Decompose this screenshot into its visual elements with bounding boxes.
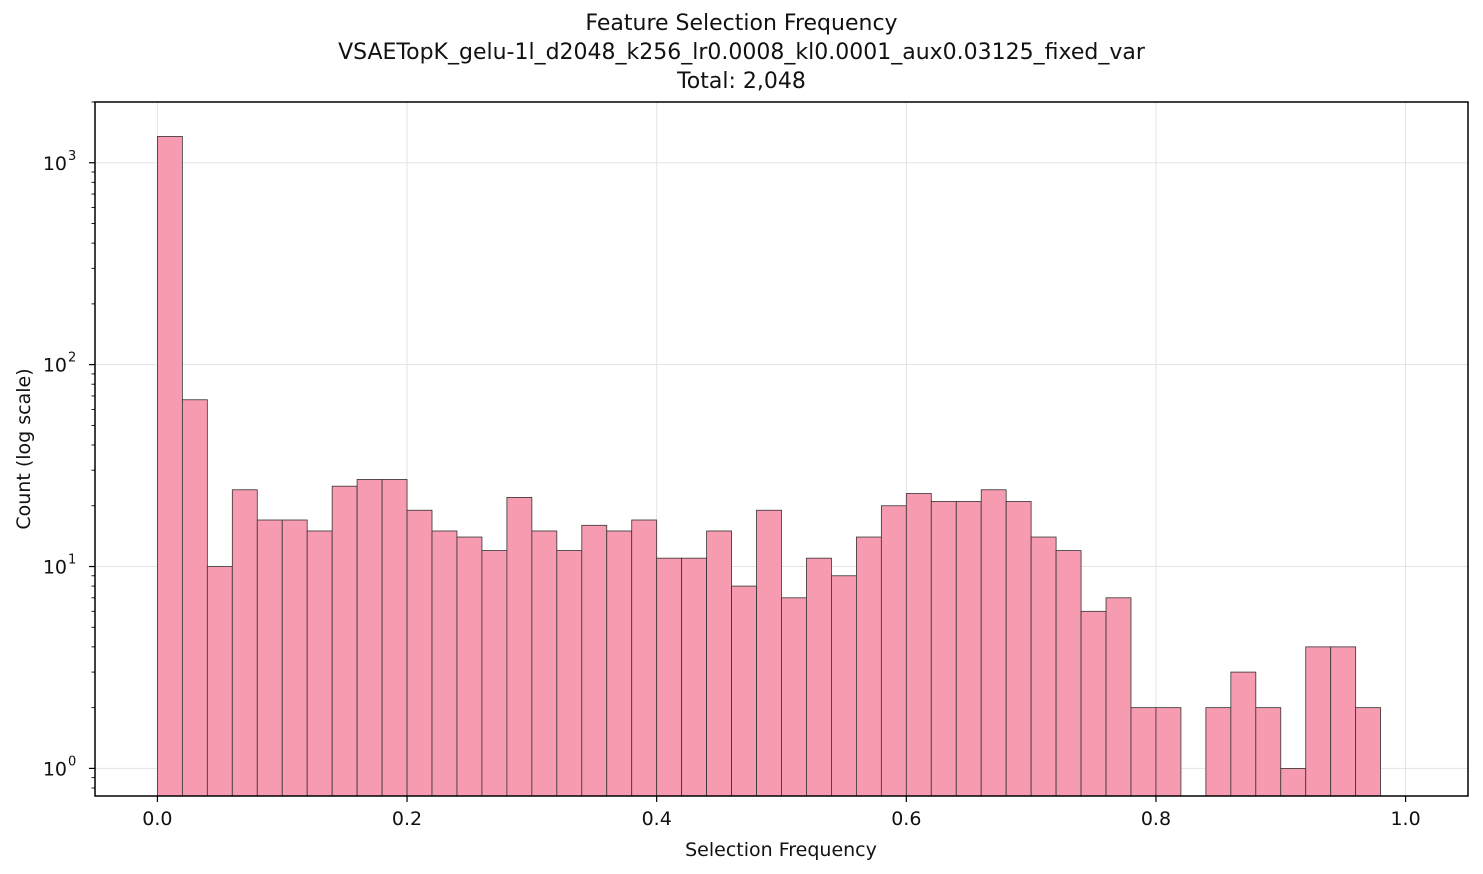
x-axis: 0.0 0.2 0.4 0.6 0.8 1.0 (142, 796, 1421, 830)
y-tick-exponent: 3 (68, 149, 76, 164)
histogram-bar (1205, 707, 1232, 797)
histogram-bar (256, 519, 283, 797)
histogram-bar (606, 530, 633, 797)
histogram-bar (306, 530, 333, 797)
histogram-bar (456, 536, 483, 797)
histogram-bar (431, 530, 458, 797)
chart-total: Total: 2,048 (677, 69, 806, 94)
histogram-bar (206, 566, 233, 797)
histogram-bar (1005, 501, 1032, 797)
bars (157, 136, 1382, 797)
chart-subtitle: VSAETopK_gelu-1l_d2048_k256_lr0.0008_kl0… (338, 40, 1145, 65)
histogram-bar (656, 557, 683, 797)
histogram-bar (506, 497, 533, 797)
histogram-bar (556, 550, 583, 797)
histogram-bar (781, 597, 807, 797)
histogram-bar (181, 399, 208, 797)
y-tick-exponent: 1 (68, 553, 76, 568)
histogram-bar (706, 530, 732, 797)
histogram-bar (681, 557, 708, 797)
histogram-bar (905, 493, 932, 797)
histogram-bar (581, 524, 608, 797)
histogram-bar (406, 509, 433, 797)
histogram-bar (855, 536, 882, 797)
histogram-bar (1355, 707, 1382, 797)
y-tick-label: 10 (43, 758, 67, 780)
y-axis-label: Count (log scale) (13, 368, 35, 529)
histogram-bar (806, 557, 832, 797)
histogram-bar (980, 489, 1007, 797)
chart-title: Feature Selection Frequency (585, 11, 898, 36)
histogram-bar (631, 519, 658, 797)
histogram-bar (831, 575, 857, 797)
x-tick-label: 0.2 (392, 808, 422, 830)
histogram-bar (930, 501, 957, 797)
histogram-bar (731, 585, 757, 797)
histogram-bar (1330, 646, 1357, 797)
histogram-bar (1105, 597, 1132, 797)
histogram-bar (1230, 671, 1257, 797)
y-tick-exponent: 2 (68, 351, 76, 366)
x-tick-label: 0.8 (1141, 808, 1171, 830)
y-tick-label: 10 (43, 153, 67, 175)
y-tick-label: 10 (43, 557, 67, 579)
plot-frame (94, 101, 1469, 797)
histogram-bar (756, 509, 782, 797)
y-tick-label: 10 (43, 355, 67, 377)
histogram-bar (531, 530, 558, 797)
histogram-bar (356, 479, 383, 797)
histogram-bar (381, 479, 408, 797)
x-tick-label: 0.4 (642, 808, 672, 830)
x-tick-label: 0.6 (891, 808, 921, 830)
x-axis-label: Selection Frequency (685, 839, 877, 861)
histogram-bar (1155, 707, 1182, 797)
x-tick-label: 1.0 (1390, 808, 1420, 830)
histogram-bar (281, 519, 308, 797)
histogram-bar (1055, 550, 1082, 797)
histogram-bar (1130, 707, 1157, 797)
histogram-bar (955, 501, 982, 797)
y-tick-exponent: 0 (68, 754, 76, 769)
histogram-bar (481, 550, 508, 797)
histogram-bar (1305, 646, 1332, 797)
histogram-bar (880, 505, 907, 797)
histogram-bar (1280, 768, 1307, 797)
x-tick-label: 0.0 (142, 808, 172, 830)
histogram-bar (1030, 536, 1057, 797)
histogram-bar (1255, 707, 1282, 797)
histogram-bar (157, 136, 183, 797)
histogram-bar (231, 489, 258, 797)
histogram-bar (1080, 610, 1107, 797)
histogram-bar (331, 485, 358, 797)
